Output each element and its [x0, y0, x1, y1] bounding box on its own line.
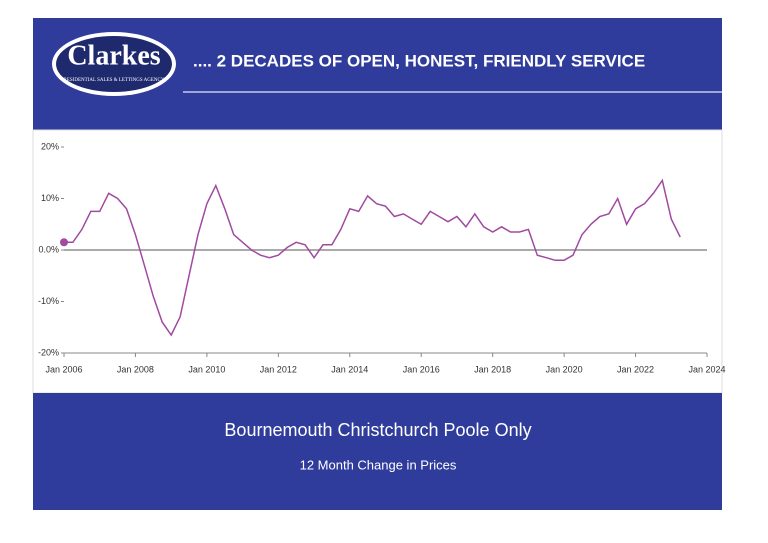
x-tick-label: Jan 2018: [474, 364, 511, 374]
series-line: [64, 178, 681, 337]
footer-panel: [33, 393, 722, 510]
x-tick-label: Jan 2008: [117, 364, 154, 374]
chart-title: Bournemouth Christchurch Poole Only: [224, 420, 531, 440]
x-tick-label: Jan 2010: [188, 364, 225, 374]
y-tick-label: 0.0%: [38, 244, 59, 254]
x-tick-label: Jan 2006: [45, 364, 82, 374]
chart-subtitle: 12 Month Change in Prices: [300, 457, 457, 472]
x-tick-label: Jan 2014: [331, 364, 368, 374]
x-tick-label: Jan 2016: [403, 364, 440, 374]
x-tick-label: Jan 2024: [688, 364, 725, 374]
chart-panel: [32, 129, 723, 394]
logo-name: Clarkes: [67, 40, 160, 71]
start-marker: [60, 238, 68, 247]
logo-inner: [56, 36, 172, 92]
tagline: .... 2 DECADES OF OPEN, HONEST, FRIENDLY…: [193, 51, 645, 70]
logo-subtitle: RESIDENTIAL SALES & LETTINGS AGENCY: [64, 78, 165, 83]
y-tick-label: -10%: [38, 296, 59, 306]
x-tick-label: Jan 2012: [260, 364, 297, 374]
y-tick-label: -20%: [38, 347, 59, 357]
y-tick-label: 20%: [41, 141, 59, 151]
x-tick-label: Jan 2020: [546, 364, 583, 374]
x-tick-label: Jan 2022: [617, 364, 654, 374]
y-tick-label: 10%: [41, 193, 59, 203]
